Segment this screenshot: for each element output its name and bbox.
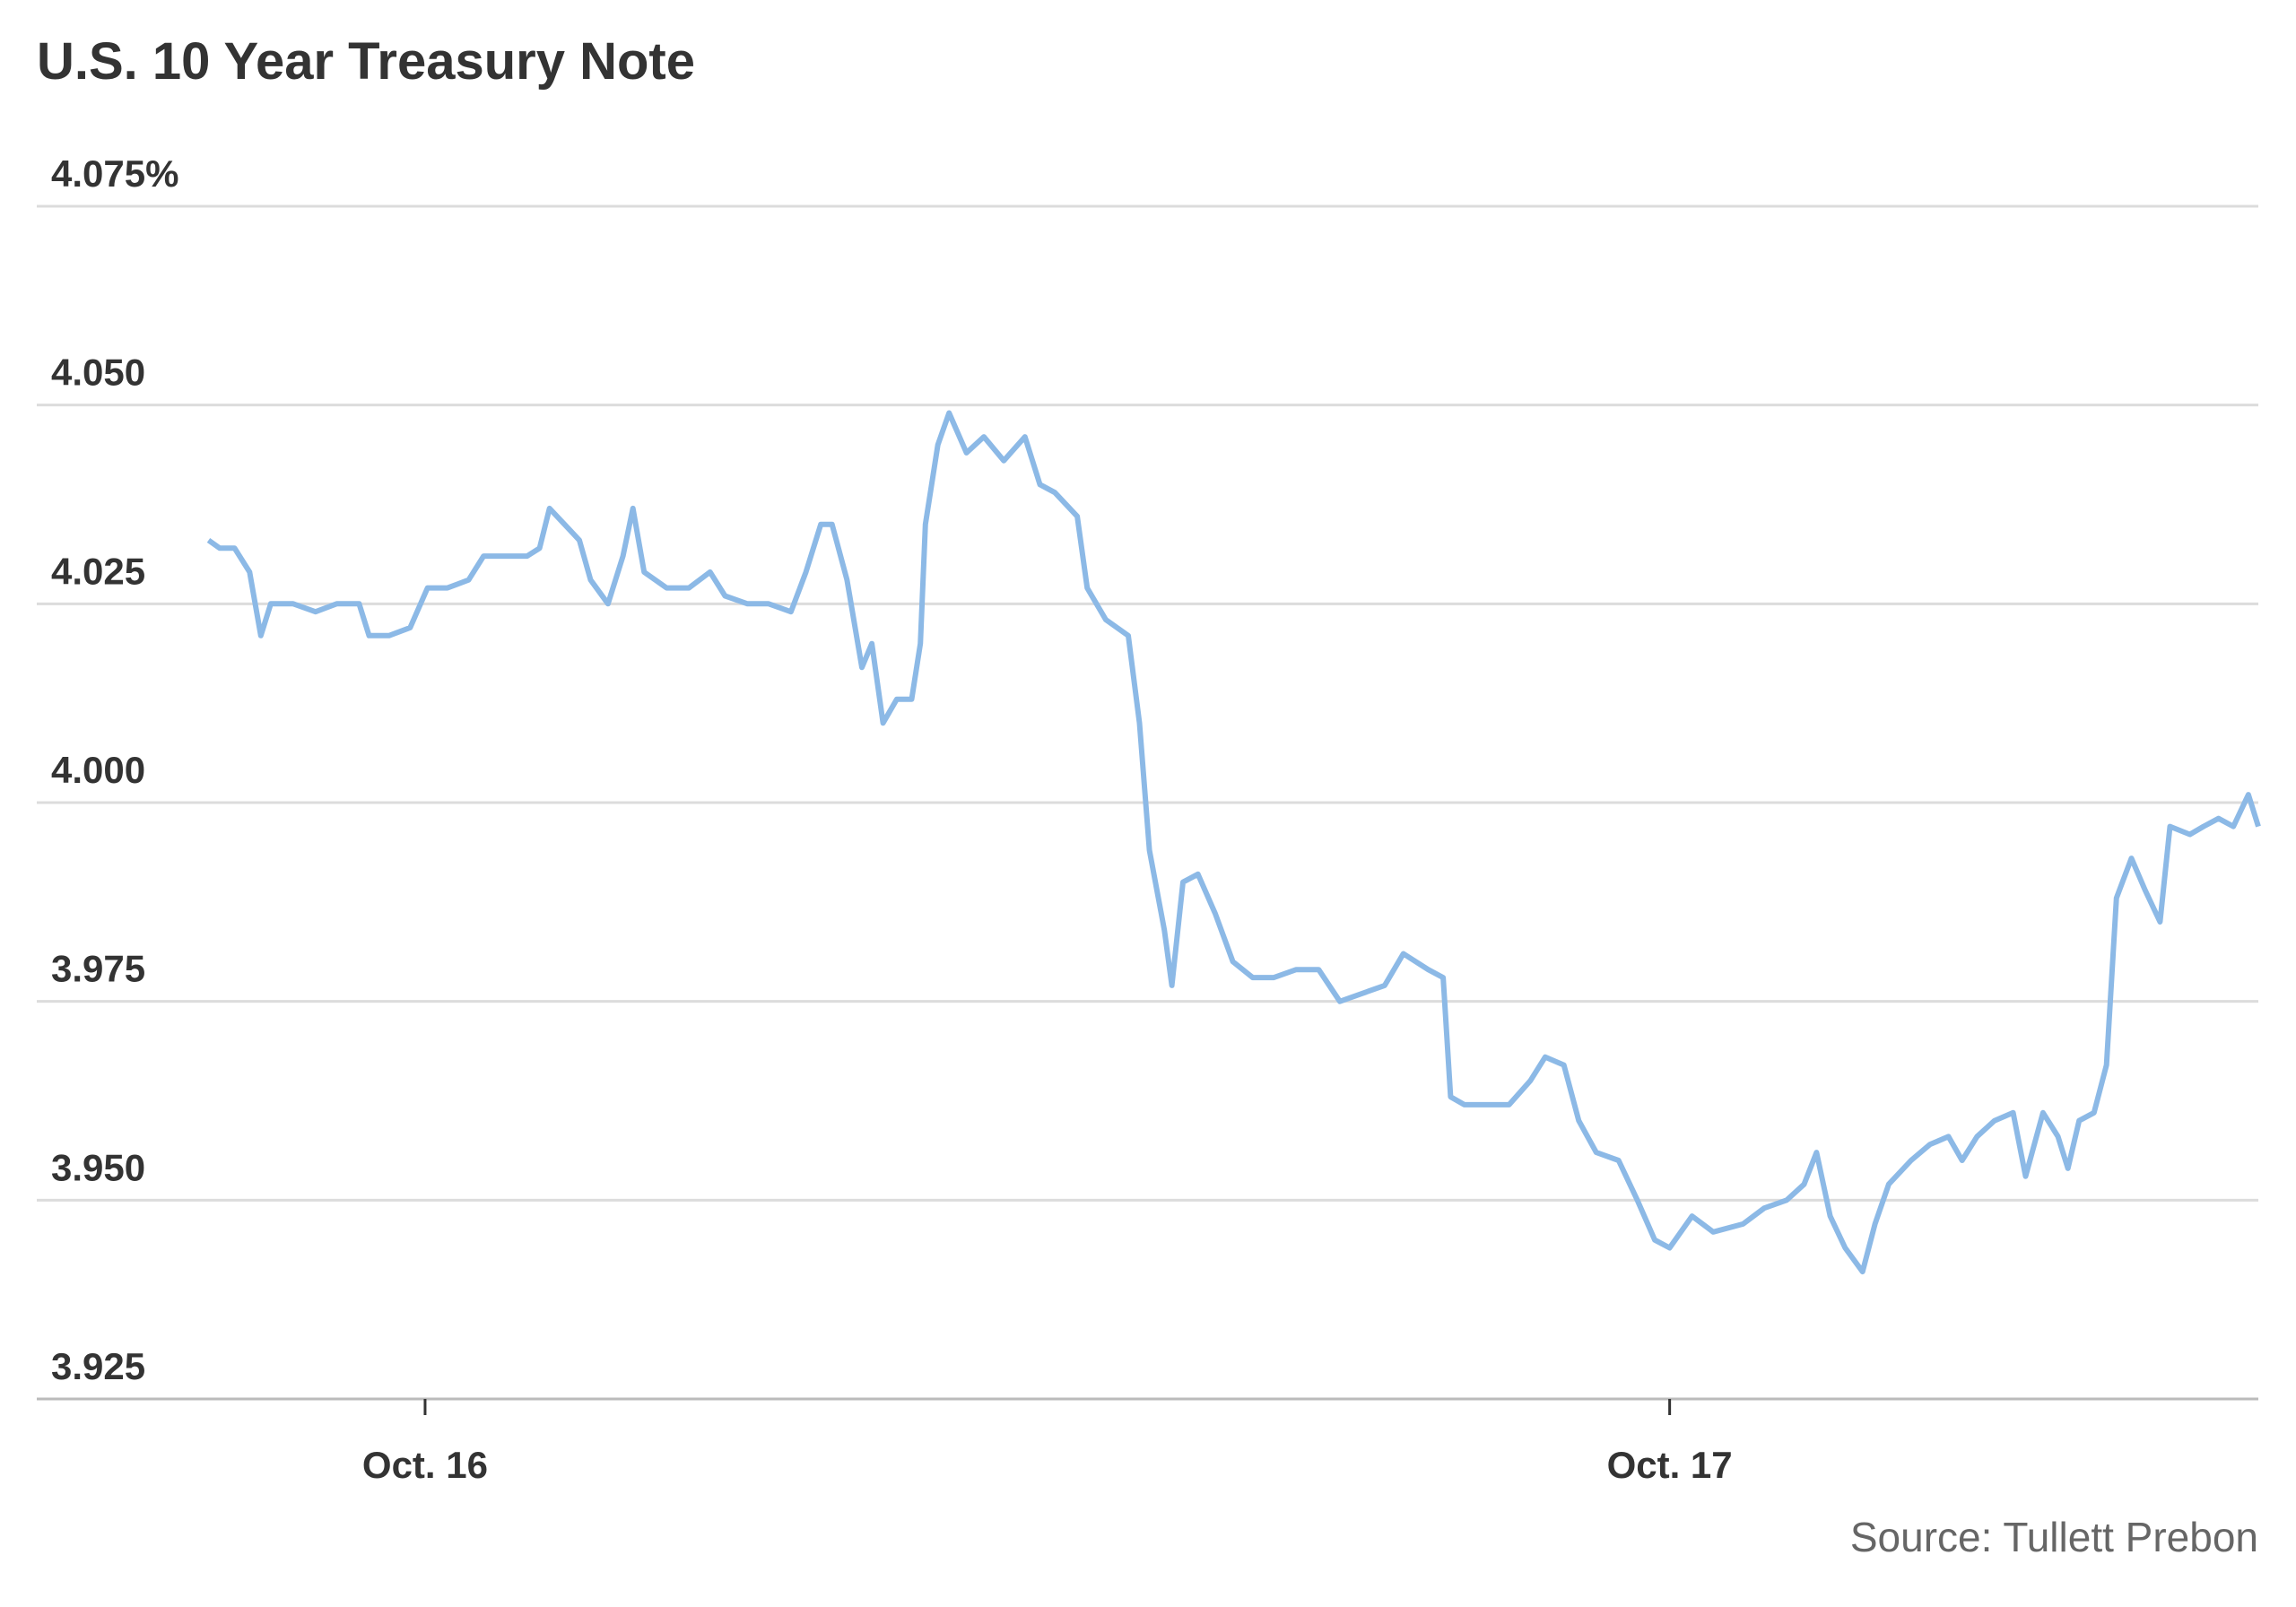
chart-title: U.S. 10 Year Treasury Note — [37, 32, 695, 91]
y-tick-label: 4.075% — [51, 152, 178, 195]
y-tick-label: 4.025 — [51, 550, 145, 592]
line — [206, 410, 2261, 1275]
y-tick-label: 4.000 — [51, 749, 145, 791]
y-tick-label: 3.975 — [51, 948, 145, 990]
x-tick-label: Oct. 16 — [362, 1444, 488, 1486]
source: Source: Tullett Prebon — [1850, 1514, 2258, 1560]
x-tick-label: Oct. 17 — [1607, 1444, 1733, 1486]
y-tick-label: 4.050 — [51, 352, 145, 394]
y-tick-label: 3.950 — [51, 1146, 145, 1188]
y-tick-label: 3.925 — [51, 1345, 145, 1387]
